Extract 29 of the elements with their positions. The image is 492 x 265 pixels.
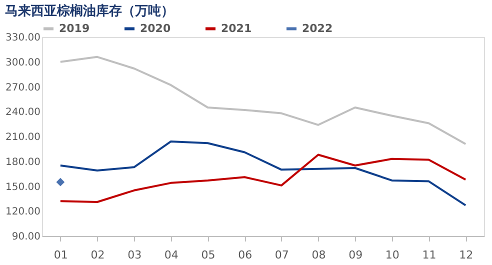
x-tick-label: 10 [385,248,400,262]
x-tick-label: 11 [422,248,436,262]
x-tick-label: 01 [54,248,68,262]
x-tick-label: 09 [348,248,363,262]
x-tick-label: 07 [274,248,289,262]
y-tick-label: 180.00 [6,156,40,168]
x-tick-label: 02 [90,248,105,262]
legend-label: 2022 [302,22,333,35]
x-tick-label: 04 [164,248,178,262]
y-tick-label: 150.00 [6,182,40,193]
x-tick-label: 08 [312,248,326,262]
y-tick-label: 210.00 [6,132,40,143]
y-tick-label: 330.00 [6,32,40,44]
chart-title: 马来西亚棕榈油库存（万吨） [5,3,174,19]
y-tick-label: 90.00 [12,232,40,242]
legend-label: 2021 [221,22,252,35]
y-tick-label: 120.00 [6,206,40,218]
y-tick-label: 300.00 [6,57,40,68]
x-tick-label: 05 [201,248,216,262]
x-tick-label: 06 [238,248,252,262]
x-tick-label: 12 [459,248,474,262]
y-tick-label: 240.00 [6,107,40,118]
line-series [59,56,467,145]
legend-label: 2019 [59,22,90,35]
x-tick-label: 03 [128,248,142,262]
legend-label: 2020 [140,22,171,35]
line-series [59,140,467,206]
line-series [59,154,467,204]
y-tick-label: 270.00 [6,82,40,94]
